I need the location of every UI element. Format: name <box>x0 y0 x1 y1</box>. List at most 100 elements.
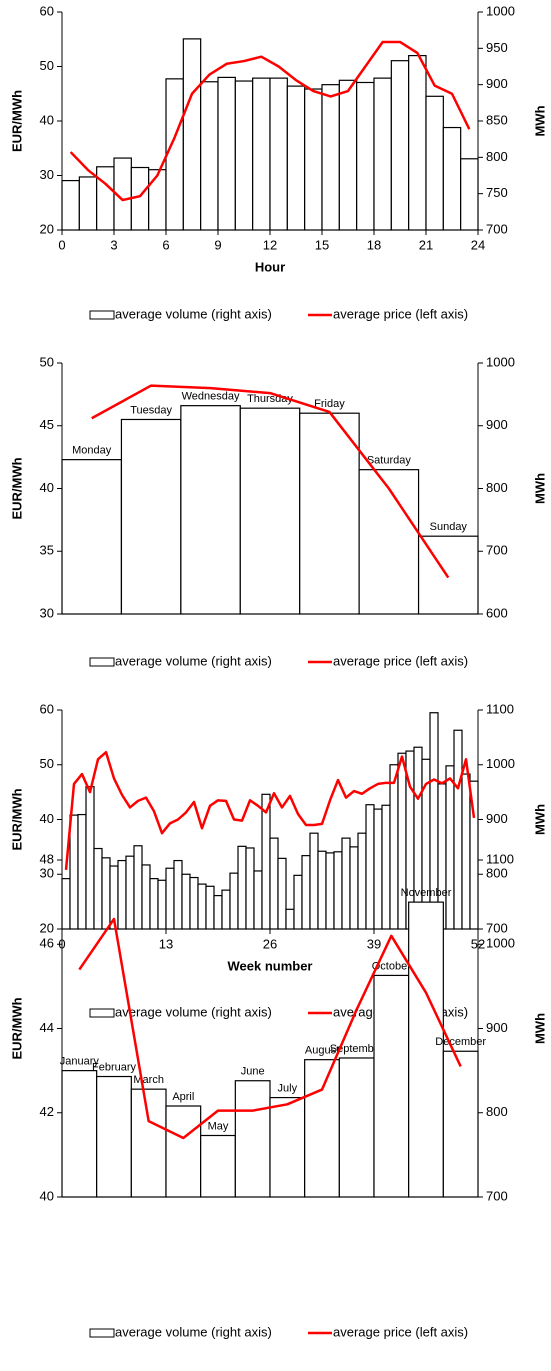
y-tick-label: 40 <box>40 1188 54 1203</box>
x-tick-label: 21 <box>419 237 433 252</box>
bar-category-label: January <box>60 1056 100 1068</box>
bar <box>180 405 241 615</box>
y2-tick-label: 1000 <box>486 936 515 951</box>
bar <box>148 169 167 231</box>
bar <box>85 786 95 930</box>
legend-label: average volume (right axis) <box>115 1324 272 1339</box>
bar <box>453 729 463 930</box>
bar <box>269 77 288 231</box>
bar-category-label: Friday <box>314 398 345 410</box>
y2-tick-label: 1000 <box>486 756 515 771</box>
bar <box>120 418 182 615</box>
x-tick-label: 18 <box>367 237 381 252</box>
x-axis-label: Week number <box>227 958 312 973</box>
bar <box>442 126 462 231</box>
bar <box>365 804 375 930</box>
y-tick-label: 50 <box>40 58 54 73</box>
bar <box>333 851 343 930</box>
bar <box>269 837 279 930</box>
bar <box>358 469 420 615</box>
bar <box>229 872 239 930</box>
bar <box>304 1059 340 1198</box>
bar <box>182 38 202 231</box>
y2-axis-label: MWh <box>532 1013 547 1044</box>
bar <box>408 901 444 1198</box>
bar <box>205 885 215 930</box>
y2-axis-label: MWh <box>532 105 547 136</box>
y2-tick-label: 900 <box>486 76 508 91</box>
y2-tick-label: 800 <box>486 480 508 495</box>
bar <box>304 88 323 231</box>
y2-tick-label: 800 <box>486 149 508 164</box>
bar <box>325 852 335 930</box>
bar <box>133 845 143 930</box>
bar <box>165 867 175 930</box>
bar <box>217 76 236 231</box>
bar <box>61 1070 98 1198</box>
bar <box>261 793 271 930</box>
bar <box>373 77 392 231</box>
bar <box>338 1057 375 1198</box>
bar-category-label: July <box>278 1082 298 1094</box>
y2-tick-label: 1000 <box>486 354 515 369</box>
y2-axis-label: MWh <box>532 473 547 504</box>
bar <box>253 870 263 930</box>
bar <box>93 847 103 930</box>
y-axis-label: EUR/MWh <box>9 788 24 850</box>
bar <box>96 1075 132 1198</box>
bar <box>141 864 151 930</box>
bar <box>117 859 127 930</box>
bar-category-label: Saturday <box>367 455 412 467</box>
bar <box>286 85 306 231</box>
bar-category-label: Monday <box>72 445 112 457</box>
bar-category-label: Wednesday <box>182 391 240 403</box>
legend-label: average price (left axis) <box>333 653 468 668</box>
y2-tick-label: 750 <box>486 185 508 200</box>
y-tick-label: 35 <box>40 543 54 558</box>
bar <box>165 1105 202 1198</box>
bar <box>197 883 207 930</box>
price-line <box>64 750 476 870</box>
y-tick-label: 50 <box>40 756 54 771</box>
y2-tick-label: 1000 <box>486 3 515 18</box>
bar <box>373 974 410 1198</box>
bar <box>101 857 111 930</box>
y2-tick-label: 800 <box>486 866 508 881</box>
legend-swatch <box>89 310 115 320</box>
x-tick-label: 9 <box>214 237 221 252</box>
x-tick-label: 12 <box>263 237 277 252</box>
bar <box>390 60 410 231</box>
x-axis-label: Hour <box>255 259 285 274</box>
y-tick-label: 45 <box>40 417 54 432</box>
bar <box>157 879 167 930</box>
bar <box>356 81 375 231</box>
legend-label: average price (left axis) <box>333 306 468 321</box>
x-tick-label: 15 <box>315 237 329 252</box>
bar <box>321 84 340 231</box>
bar <box>130 1088 167 1198</box>
y2-tick-label: 900 <box>486 1020 508 1035</box>
bar-category-label: November <box>401 887 452 899</box>
y2-tick-label: 1100 <box>486 701 514 716</box>
bar <box>234 80 254 231</box>
bar <box>69 814 79 930</box>
y-axis-label: EUR/MWh <box>9 457 24 519</box>
legend-label: average volume (right axis) <box>115 306 272 321</box>
bar <box>213 895 223 930</box>
bar-category-label: Tuesday <box>130 404 172 416</box>
bar <box>389 764 399 930</box>
y-tick-label: 48 <box>40 851 54 866</box>
bar <box>317 850 327 930</box>
y2-tick-label: 900 <box>486 811 508 826</box>
legend-swatch <box>89 657 115 667</box>
bar-category-label: September <box>330 1043 384 1055</box>
y2-tick-label: 600 <box>486 605 508 620</box>
bar <box>425 95 444 231</box>
bar <box>221 889 231 930</box>
bar <box>442 1050 479 1198</box>
x-tick-label: 24 <box>471 237 485 252</box>
bar <box>200 1134 236 1198</box>
y-tick-label: 30 <box>40 167 54 182</box>
y-tick-label: 30 <box>40 605 54 620</box>
y2-tick-label: 900 <box>486 417 508 432</box>
